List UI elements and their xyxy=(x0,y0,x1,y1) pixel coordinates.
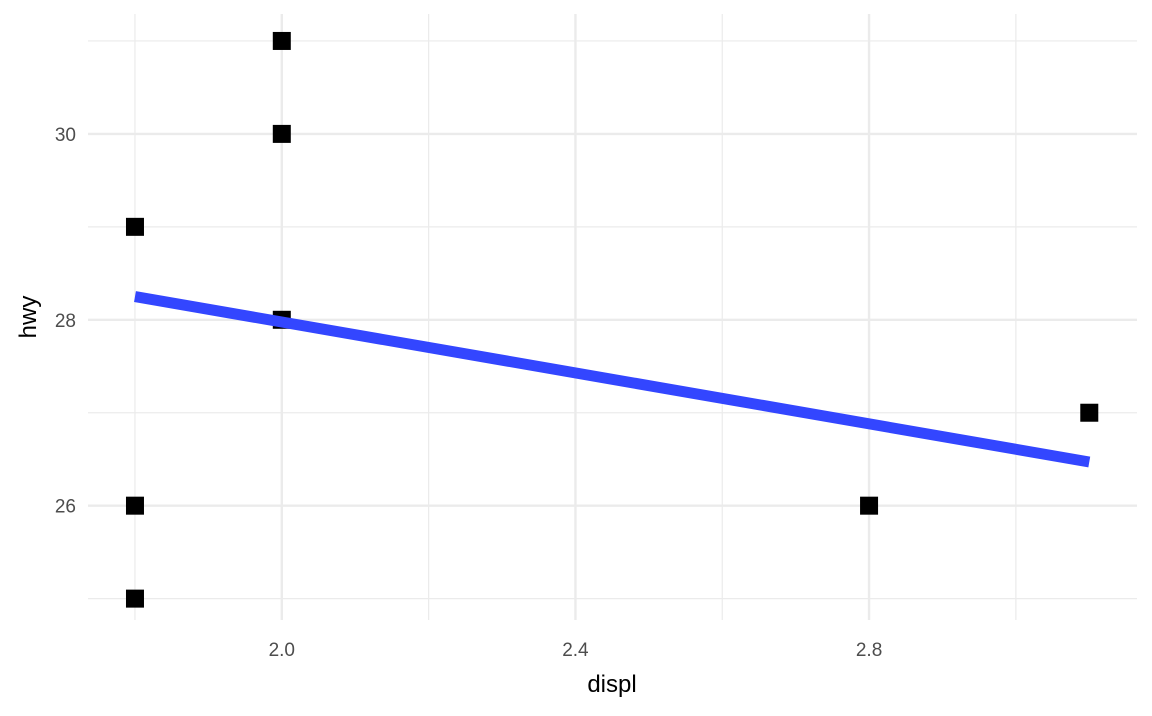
data-marks xyxy=(125,31,1099,608)
data-point xyxy=(860,496,879,515)
data-point xyxy=(272,124,291,143)
x-tick-label: 2.8 xyxy=(856,640,882,661)
data-point xyxy=(1080,403,1099,422)
y-axis-label: hwy xyxy=(15,296,42,339)
y-tick-label: 26 xyxy=(55,497,76,518)
trend-line xyxy=(134,291,1091,468)
x-tick-label: 2.0 xyxy=(269,640,295,661)
tick-labels: 2.0 2.4 2.8 26 28 30 xyxy=(55,125,882,661)
data-point xyxy=(125,496,144,515)
x-tick-label: 2.4 xyxy=(562,640,589,661)
data-point xyxy=(125,217,144,236)
y-tick-label: 28 xyxy=(55,311,76,332)
data-point xyxy=(272,31,291,50)
gridlines xyxy=(88,14,1137,620)
x-axis-label: displ xyxy=(587,671,636,698)
y-tick-label: 30 xyxy=(55,125,76,146)
data-point xyxy=(125,589,144,608)
